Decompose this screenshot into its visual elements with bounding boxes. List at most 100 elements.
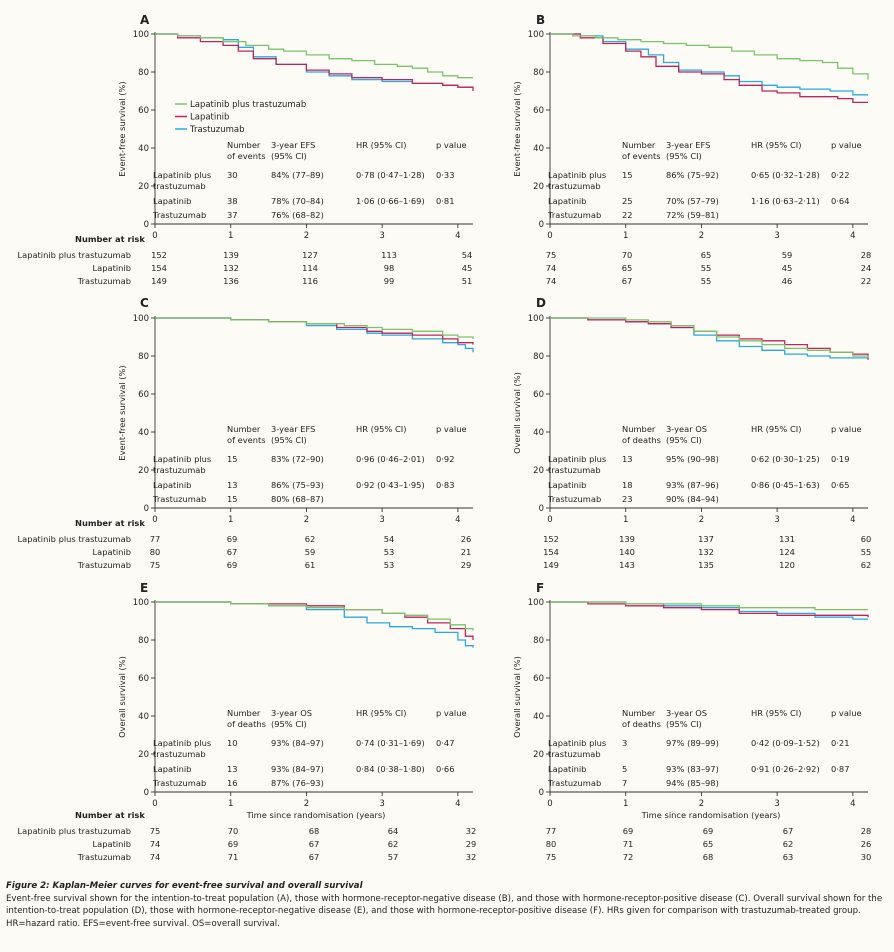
survival-curve-trastuzumab	[550, 317, 868, 359]
table-header-events: Number	[622, 708, 656, 718]
risk-value: 61	[305, 560, 316, 570]
x-tick-label: 0	[547, 515, 552, 525]
x-axis-label: Time since randomisation (years)	[246, 810, 386, 820]
risk-value: 45	[462, 263, 473, 273]
table-header-p: p value	[831, 708, 862, 718]
table-cell-rate: 70% (57–79)	[666, 196, 719, 206]
y-tick-label: 20	[533, 182, 544, 192]
x-tick-label: 1	[228, 515, 233, 525]
risk-value: 67	[309, 852, 320, 862]
y-tick-label: 60	[138, 106, 149, 116]
survival-curve-lapatinib	[550, 601, 869, 618]
table-header-hr: HR (95% CI)	[751, 140, 801, 150]
table-cell-events: 15	[227, 454, 238, 464]
risk-value: 62	[305, 534, 316, 544]
risk-row-label: Lapatinib plus trastuzumab	[17, 826, 131, 836]
risk-value: 127	[302, 250, 318, 260]
table-cell-p: 0·64	[831, 196, 849, 206]
table-header-p: p value	[436, 140, 467, 150]
table-row-label: trastuzumab	[548, 749, 601, 759]
risk-row-label: Lapatinib plus trastuzumab	[17, 250, 131, 260]
risk-value: 143	[619, 560, 635, 570]
risk-value: 69	[623, 826, 634, 836]
risk-value: 21	[461, 547, 472, 557]
survival-curve-trastuzumab	[550, 601, 868, 620]
risk-value: 74	[546, 263, 557, 273]
table-header-events: of events	[227, 151, 266, 161]
table-cell-rate: 86% (75–92)	[666, 170, 719, 180]
table-header-p: p value	[436, 424, 467, 434]
risk-value: 140	[619, 547, 635, 557]
x-tick-label: 3	[379, 799, 384, 809]
survival-curve-combo	[155, 601, 474, 631]
risk-value: 64	[388, 826, 399, 836]
risk-value: 71	[623, 839, 634, 849]
risk-value: 51	[462, 276, 473, 286]
x-tick-label: 4	[850, 231, 855, 241]
table-cell-hr: 0·92 (0·43–1·95)	[356, 480, 425, 490]
panel-label: F	[536, 581, 544, 595]
risk-value: 53	[384, 547, 395, 557]
panel-label: D	[536, 296, 546, 310]
y-tick-label: 40	[533, 144, 544, 154]
risk-value: 135	[698, 560, 714, 570]
table-cell-events: 38	[227, 196, 238, 206]
y-tick-label: 60	[138, 674, 149, 684]
risk-value: 69	[703, 826, 714, 836]
table-row-label: trastuzumab	[153, 749, 206, 759]
table-row-label: Trastuzumab	[152, 494, 206, 504]
risk-value: 149	[151, 276, 167, 286]
risk-value: 80	[546, 839, 557, 849]
number-at-risk-label: Number at risk	[75, 810, 145, 820]
y-tick-label: 60	[533, 106, 544, 116]
table-cell-rate: 83% (72–90)	[271, 454, 324, 464]
table-header-rate: 3-year EFS	[271, 424, 315, 434]
x-tick-label: 2	[304, 515, 309, 525]
table-cell-events: 23	[622, 494, 633, 504]
table-header-p: p value	[831, 424, 862, 434]
y-tick-label: 80	[138, 352, 149, 362]
table-cell-p: 0·66	[436, 764, 454, 774]
risk-row-label: Trastuzumab	[77, 560, 131, 570]
table-row-label: Trastuzumab	[547, 494, 601, 504]
risk-value: 62	[861, 560, 872, 570]
risk-value: 54	[384, 534, 395, 544]
table-cell-events: 3	[622, 738, 627, 748]
x-tick-label: 2	[699, 515, 704, 525]
risk-value: 60	[861, 534, 872, 544]
y-tick-label: 60	[138, 390, 149, 400]
risk-row-label: Trastuzumab	[77, 276, 131, 286]
table-cell-p: 0·92	[436, 454, 454, 464]
y-tick-label: 80	[138, 636, 149, 646]
table-header-events: Number	[227, 424, 261, 434]
panel-f: F 0 20 40 60 80 100 0 1 2 3 4 Overall survival (%) Ti…	[512, 581, 871, 862]
table-header-events: of deaths	[622, 719, 661, 729]
survival-curve-combo	[550, 33, 869, 80]
table-cell-hr: 1·06 (0·66–1·69)	[356, 196, 425, 206]
risk-value: 28	[861, 250, 872, 260]
risk-row-label: Lapatinib	[93, 839, 131, 849]
table-header-p: p value	[831, 140, 862, 150]
table-header-rate: 3-year OS	[271, 708, 312, 718]
x-tick-label: 3	[379, 231, 384, 241]
risk-value: 32	[466, 852, 477, 862]
table-header-rate: (95% CI)	[666, 435, 702, 445]
number-at-risk-label: Number at risk	[75, 518, 145, 528]
table-cell-rate: 80% (68–87)	[271, 494, 324, 504]
risk-value: 132	[698, 547, 714, 557]
y-tick-label: 0	[539, 504, 544, 514]
table-row-label: Lapatinib plus	[153, 170, 211, 180]
table-header-events: Number	[227, 708, 261, 718]
survival-curve-lapatinib	[550, 317, 869, 360]
table-cell-rate: 97% (89–99)	[666, 738, 719, 748]
figure-caption: Figure 2: Kaplan-Meier curves for event-…	[6, 880, 886, 930]
x-tick-label: 0	[547, 799, 552, 809]
table-header-rate: 3-year EFS	[666, 140, 710, 150]
table-cell-p: 0·47	[436, 738, 454, 748]
table-row-label: Lapatinib plus	[548, 170, 606, 180]
x-tick-label: 1	[623, 799, 628, 809]
panel-label: B	[536, 13, 545, 27]
table-cell-hr: 0·62 (0·30–1·25)	[751, 454, 820, 464]
y-tick-label: 20	[138, 182, 149, 192]
y-tick-label: 60	[533, 390, 544, 400]
